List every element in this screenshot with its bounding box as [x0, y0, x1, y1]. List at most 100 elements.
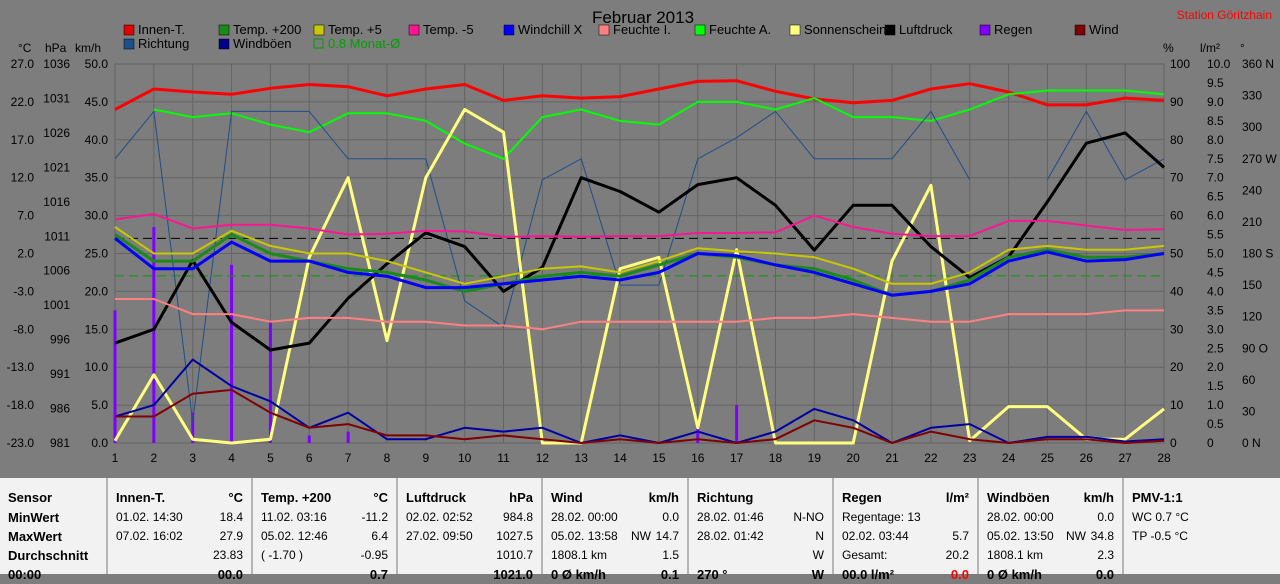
stats-richtung-name: Richtung [697, 490, 754, 505]
series-line [114, 110, 971, 423]
y-tick-rain: 9.0 [1207, 95, 1224, 109]
y-tick-rain: 4.5 [1207, 265, 1224, 279]
y-tick-kmh: 25.0 [85, 247, 109, 261]
legend-label: 0.8 Monat-Ø [328, 36, 400, 51]
stats-regen-max-date: 02.02. 03:44 [842, 529, 909, 543]
stats-regen-total: 20.2 [945, 548, 969, 562]
y-tick-percent: 0 [1170, 436, 1177, 450]
stats-col-labels: Sensor MinWert MaxWert Durchschnitt 00:0… [0, 478, 108, 582]
stats-wind-avg-note: 1808.1 km [551, 548, 608, 562]
y-tick-celsius: -18.0 [7, 398, 35, 412]
stats-extra-label: 00:00 [8, 567, 42, 582]
unit-celsius: °C [18, 41, 32, 55]
y-tick-hpa: 1031 [43, 91, 70, 105]
stats-temp200-avg-note: ( -1.70 ) [261, 548, 304, 562]
y-tick-direction: 330 [1242, 89, 1262, 103]
y-tick-percent: 60 [1170, 209, 1184, 223]
stats-wind-min-val: 0.0 [662, 510, 679, 524]
series-line [114, 79, 1165, 111]
y-tick-direction: 240 [1242, 183, 1262, 197]
stats-temp200-min-date: 11.02. 03:16 [261, 510, 327, 524]
rain-bar [268, 321, 272, 443]
stats-col-windboeen: Windböen km/h 28.02. 00:00 0.0 05.02. 13:5… [979, 478, 1124, 582]
y-tick-hpa: 1016 [43, 195, 70, 209]
stats-richtung-max-date: 28.02. 01:42 [697, 529, 764, 543]
x-tick-label: 7 [345, 451, 352, 465]
y-tick-kmh: 20.0 [85, 284, 109, 298]
statistics-panel: Sensor MinWert MaxWert Durchschnitt 00:0… [0, 478, 1280, 582]
stats-windboeen-unit: km/h [1083, 490, 1114, 505]
stats-wind-max-dir: NW [631, 529, 651, 543]
legend-swatch [313, 38, 324, 49]
stats-col-richtung: Richtung 28.02. 01:46 N-NO 28.02. 01:42 N … [689, 478, 834, 582]
x-tick-label: 27 [1118, 451, 1132, 465]
legend-label: Feuchte A. [709, 22, 771, 37]
stats-temp200-min-val: -11.2 [361, 510, 388, 524]
stats-luftdruck-extra: 1021.0 [493, 567, 533, 582]
x-tick-label: 1 [112, 451, 119, 465]
x-tick-label: 24 [1002, 451, 1016, 465]
chart-background [0, 0, 1280, 478]
y-tick-hpa: 1006 [43, 264, 70, 278]
unit-hpa: hPa [45, 41, 67, 55]
y-tick-rain: 6.5 [1207, 190, 1224, 204]
stats-wind-max-val: 14.7 [655, 529, 679, 543]
stats-temp200-unit: °C [373, 490, 388, 505]
y-tick-rain: 4.0 [1207, 284, 1224, 298]
y-tick-celsius: -13.0 [7, 360, 35, 374]
legend-label: Sonnenschein [804, 22, 886, 37]
legend-swatch [598, 24, 610, 36]
x-tick-label: 4 [228, 451, 235, 465]
x-tick-label: 11 [497, 451, 510, 465]
legend-swatch [1074, 24, 1086, 36]
stats-temp200-max-val: 6.4 [371, 529, 388, 543]
y-tick-percent: 30 [1170, 322, 1184, 336]
stats-regen-name: Regen [842, 490, 882, 505]
x-tick-label: 16 [691, 451, 705, 465]
legend-swatch [979, 24, 991, 36]
x-tick-label: 23 [963, 451, 977, 465]
y-tick-hpa: 1036 [43, 57, 70, 71]
stats-luftdruck-avg: 1010.7 [496, 548, 533, 562]
legend-label: Temp. -5 [423, 22, 474, 37]
stats-pmv-wc: WC 0.7 °C [1132, 510, 1189, 524]
rain-bar [152, 226, 156, 443]
stats-regen-days: Regentage: 13 [842, 510, 921, 524]
rain-bar [696, 427, 700, 443]
stats-regen-unit: l/m² [945, 490, 969, 505]
stats-richtung-min-date: 28.02. 01:46 [697, 510, 764, 524]
legend-label: Innen-T. [138, 22, 185, 37]
y-tick-direction: 90 O [1242, 341, 1268, 355]
y-tick-percent: 10 [1170, 398, 1184, 412]
x-tick-label: 26 [1080, 451, 1094, 465]
stats-wind-extra-note: 0 Ø km/h [551, 567, 606, 582]
y-tick-percent: 100 [1170, 57, 1190, 71]
stats-richtung-min-val: N-NO [793, 510, 824, 524]
stats-luftdruck-name: Luftdruck [406, 490, 466, 505]
y-tick-percent: 20 [1170, 360, 1184, 374]
chart-title: Februar 2013 [592, 8, 694, 27]
axis-units: °C hPa km/h % l/m² ° [18, 41, 1245, 55]
legend-label: Regen [994, 22, 1032, 37]
y-tick-hpa: 996 [50, 333, 70, 347]
y-tick-percent: 80 [1170, 133, 1184, 147]
rain-bar [735, 405, 739, 443]
y-tick-celsius: -8.0 [13, 322, 34, 336]
stats-wind-name: Wind [551, 490, 583, 505]
y-tick-direction: 30 [1242, 404, 1256, 418]
y-tick-rain: 0 [1207, 436, 1214, 450]
stats-innen-max-val: 27.9 [219, 529, 243, 543]
y-tick-celsius: -3.0 [13, 284, 34, 298]
y-tick-rain: 1.0 [1207, 398, 1224, 412]
stats-windboeen-max-val: 34.8 [1090, 529, 1114, 543]
stats-wind-min-date: 28.02. 00:00 [551, 510, 618, 524]
legend: Innen-T. Temp. +200 Temp. +5 Temp. -5 Windch… [123, 22, 1119, 51]
rain-bar [230, 264, 234, 443]
legend-label: Windchill X [518, 22, 583, 37]
y-tick-kmh: 45.0 [85, 95, 109, 109]
y-tick-kmh: 0.0 [91, 436, 108, 450]
x-tick-label: 10 [458, 451, 472, 465]
y-tick-rain: 8.0 [1207, 133, 1224, 147]
stats-wind-extra: 0.1 [660, 567, 679, 582]
y-tick-hpa: 986 [50, 402, 70, 416]
